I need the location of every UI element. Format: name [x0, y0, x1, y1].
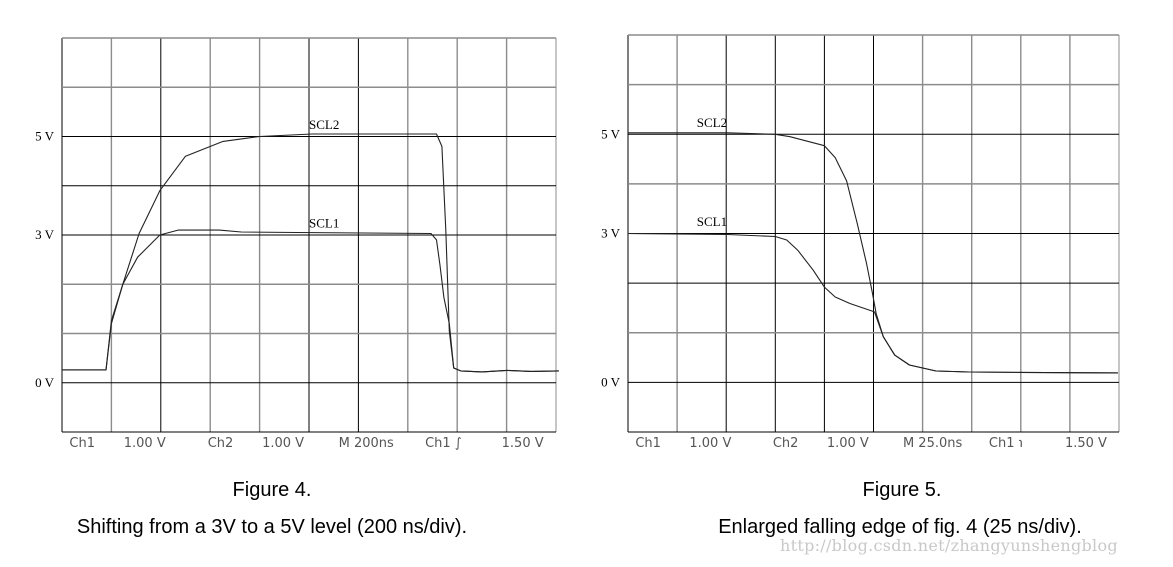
- figure-5-caption: Enlarged falling edge of fig. 4 (25 ns/d…: [718, 516, 1082, 538]
- chart-5: 5 V 3 V 0 V Ch1 1.00 V Ch2 1.00 V M 25.0ns Ch1 ℩…: [601, 34, 1120, 451]
- trace-scl1: [62, 229, 560, 373]
- y-tick-label: 0 V: [35, 375, 55, 390]
- scope-readout-label: Ch2: [208, 436, 234, 451]
- scope-readout-label: M 200ns: [339, 436, 394, 451]
- scope-readout-label: M 25.0ns: [903, 436, 963, 451]
- scope-readout-label: Ch1 ∫: [425, 436, 462, 451]
- scope-readout-label: Ch1: [635, 436, 661, 451]
- scope-readout-label: Ch1 ℩: [989, 436, 1023, 451]
- trace-label-scl1: SCL1: [309, 216, 339, 231]
- chart-4: 5 V 3 V 0 V Ch1 1.00 V Ch2 1.00 V M 200ns Ch1 ∫ 1…: [35, 37, 560, 451]
- trace-label-scl1: SCL1: [697, 214, 727, 229]
- trace-label-scl2: SCL2: [697, 115, 727, 130]
- y-tick-label: 3 V: [601, 226, 621, 241]
- watermark: http://blog.csdn.net/zhangyunshengblog: [780, 536, 1118, 555]
- y-tick-label: 5 V: [601, 126, 621, 141]
- trace-scl1: [627, 232, 1119, 374]
- scope-readout-label: 1.00 V: [827, 436, 869, 451]
- trace-scl2: [62, 133, 560, 373]
- scope-readout-label: Ch1: [69, 436, 95, 451]
- y-tick-label: 3 V: [35, 227, 55, 242]
- scope-readout-label: Ch2: [773, 436, 799, 451]
- trace-label-scl2: SCL2: [309, 117, 339, 132]
- scope-readout-label: 1.50 V: [1065, 436, 1107, 451]
- y-tick-label: 5 V: [35, 129, 55, 144]
- scope-readout-label: 1.00 V: [124, 436, 166, 451]
- y-tick-label: 0 V: [601, 374, 621, 389]
- scope-readout-label: 1.50 V: [502, 436, 544, 451]
- scope-readout-label: 1.00 V: [689, 436, 731, 451]
- figure-5-title: Figure 5.: [862, 479, 942, 501]
- figure-4-caption: Shifting from a 3V to a 5V level (200 ns…: [76, 516, 468, 538]
- figure-4-title: Figure 4.: [232, 479, 312, 501]
- scope-readout-label: 1.00 V: [262, 436, 304, 451]
